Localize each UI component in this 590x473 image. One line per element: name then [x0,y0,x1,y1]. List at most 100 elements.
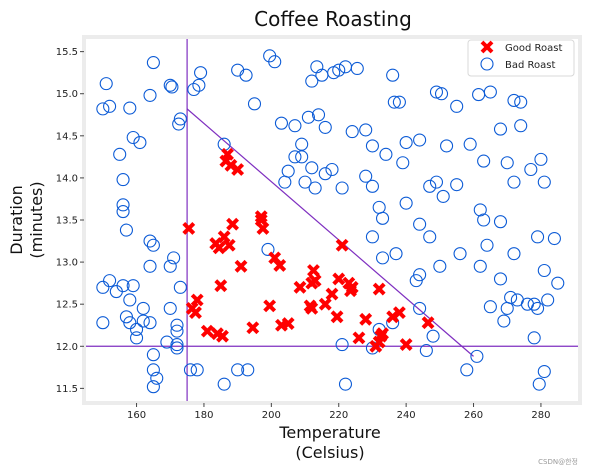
bad-roast-point [146,380,160,394]
good-roast-point [246,321,260,335]
bad-roast-point [440,139,454,153]
good-roast-points [182,147,435,353]
bad-roast-point [429,175,444,189]
bad-roast-point [160,335,174,349]
bad-roast-point [500,301,514,315]
good-roast-point [344,284,357,298]
bad-roast-point [493,215,508,229]
bad-roast-point [463,137,477,151]
x-tick-label: 200 [262,410,281,421]
bad-roast-point [450,178,464,192]
bad-roast-point [480,238,494,252]
good-roast-point [392,306,406,320]
bad-roast-point [113,147,127,161]
good-roast-point [182,222,196,235]
x-tick-label: 180 [194,410,213,421]
bad-roast-point [194,66,208,80]
bad-roast-point [429,85,444,99]
x-axis-label-line-1: Temperature [278,423,380,442]
bad-roast-point [241,363,255,377]
bad-roast-point [493,272,508,286]
bad-roast-point [413,301,427,315]
bad-roast-point [507,247,521,261]
legend-good-roast-marker [480,40,494,54]
bad-roast-point [389,247,403,261]
legend-good-roast-x [480,40,494,54]
bad-roast-point [399,196,413,210]
bad-roast-point [301,110,315,124]
bad-roast-point [143,234,157,248]
bad-roast-point [165,80,179,94]
bad-roast-point [103,99,117,113]
bad-roast-point [359,169,373,183]
bad-roast-point [167,251,181,265]
x-tick-label: 280 [531,410,550,421]
bad-roast-point [146,363,160,377]
bad-roast-point [146,56,160,70]
good-roast-point [190,293,204,307]
bad-roast-point [163,259,177,273]
bad-roast-point [318,120,332,134]
bad-roast-point [507,93,521,108]
bad-roast-point [413,133,427,147]
good-roast-point [222,238,236,252]
good-roast-point [332,272,346,286]
bad-roast-point [473,259,487,273]
reference-lines [86,39,578,401]
bad-roast-point [450,99,464,113]
plot-area [82,35,582,405]
bad-roast-point [345,125,359,139]
bad-roast-point [473,203,487,217]
bad-roast-point [470,349,484,363]
bad-roast-point [217,377,231,391]
bad-roast-point [170,341,184,355]
bad-roast-point [261,242,275,257]
bad-roast-point [126,130,140,145]
bad-roast-point [278,175,292,189]
y-tick-label: 14.0 [56,173,78,184]
bad-roast-point [239,68,253,82]
bad-roast-point [497,314,511,328]
legend-box [467,39,575,77]
bad-roast-point [335,181,349,195]
bad-roast-point [365,139,379,153]
bad-roast-point [547,231,561,246]
bad-roast-point [531,230,545,244]
bad-roast-point [453,247,467,261]
good-roast-point [263,299,277,313]
good-roast-point [254,210,268,224]
bad-roast-point [288,119,302,133]
bad-roast-point [531,301,545,315]
bad-roast-point [338,377,353,391]
good-roast-point [226,217,240,231]
bad-roast-point [308,181,322,195]
bad-roast-point [119,310,133,324]
bad-roast-point [143,316,157,330]
y-axis-label-line-2: (minutes) [27,181,46,258]
bad-roast-point [126,279,140,293]
bad-roast-point [143,259,157,273]
bad-roast-point [129,331,144,345]
bad-roast-point [170,338,184,352]
good-roast-point [217,230,231,244]
good-roast-point [281,317,295,330]
legend-good-roast-label: Good Roast [505,43,562,54]
bad-roast-point [436,189,450,203]
bad-roast-point [365,179,379,193]
bad-roast-point [325,162,339,177]
good-roast-point [421,316,435,330]
bad-roast-point [190,363,204,377]
bad-roast-point [173,280,187,294]
bad-roast-point [514,95,528,109]
bad-roast-point [268,55,282,69]
bad-roast-point [192,78,206,92]
y-tick-label: 12.0 [56,342,78,353]
bad-roast-point [551,276,565,290]
bad-roast-point [133,135,147,150]
bad-roast-point [187,82,201,97]
bad-roast-point [500,156,514,170]
good-roast-point [352,331,366,345]
bad-roast-point [305,161,319,175]
good-roast-point [234,259,248,273]
bad-roast-point [116,173,130,187]
